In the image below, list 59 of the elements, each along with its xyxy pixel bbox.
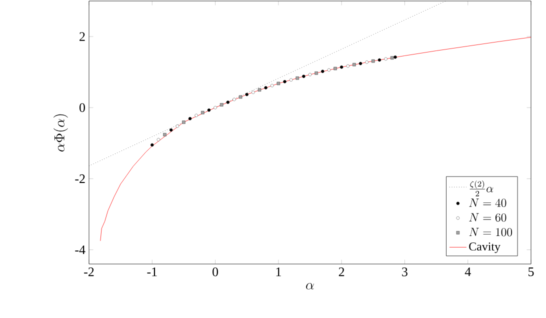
legend-label: $\frac{\zeta(2)}{2}\alpha$ <box>470 180 494 196</box>
point <box>163 133 166 136</box>
x-tick-label: 0 <box>212 268 218 276</box>
point <box>245 92 248 96</box>
x-tick-label: 5 <box>528 268 534 276</box>
point <box>150 143 154 147</box>
y-axis-title: $\alpha\Phi(\alpha)$ <box>54 114 68 152</box>
line-series <box>100 37 531 242</box>
y-tick-label: 0 <box>80 103 85 112</box>
point <box>232 98 236 102</box>
point <box>378 58 382 62</box>
point <box>201 111 204 114</box>
point <box>289 78 293 82</box>
point <box>340 66 344 69</box>
x-tick-label: -1 <box>147 268 157 276</box>
point <box>346 64 350 68</box>
point <box>352 63 356 66</box>
x-tick-label: 3 <box>402 268 408 276</box>
x-tick-label: 4 <box>464 268 471 276</box>
legend-label: Cavity <box>469 242 500 254</box>
point <box>220 103 224 106</box>
point <box>327 68 331 72</box>
point <box>384 57 388 61</box>
point <box>276 82 280 86</box>
point <box>296 76 299 80</box>
point <box>283 80 286 84</box>
point <box>188 117 192 120</box>
point <box>176 124 179 128</box>
point <box>214 106 217 110</box>
point <box>358 62 362 66</box>
point <box>308 72 312 76</box>
legend-label: $N = 60$ <box>469 213 506 222</box>
y-tick-label: -4 <box>75 246 86 254</box>
point <box>258 88 262 92</box>
legend-label: $N = 100$ <box>469 228 512 236</box>
point <box>372 59 375 63</box>
point <box>252 90 255 94</box>
point <box>156 138 160 142</box>
point <box>334 66 337 70</box>
point <box>194 114 198 118</box>
point <box>314 72 318 75</box>
point <box>390 56 394 60</box>
point <box>394 56 397 59</box>
point <box>207 108 211 112</box>
y-tick-label: -2 <box>75 174 85 183</box>
x-axis-title: $\alpha$ <box>306 282 314 290</box>
y-tick-label: 2 <box>80 32 85 41</box>
point <box>302 74 306 78</box>
point <box>321 70 324 73</box>
x-tick-label: 2 <box>338 268 344 276</box>
x-tick-label: 1 <box>276 268 281 276</box>
point <box>365 60 368 64</box>
legend-label: $N = 40$ <box>469 198 506 207</box>
point <box>182 120 186 124</box>
point <box>226 100 230 104</box>
point <box>270 84 274 88</box>
point <box>264 86 268 90</box>
point <box>238 95 242 99</box>
point <box>169 128 173 132</box>
